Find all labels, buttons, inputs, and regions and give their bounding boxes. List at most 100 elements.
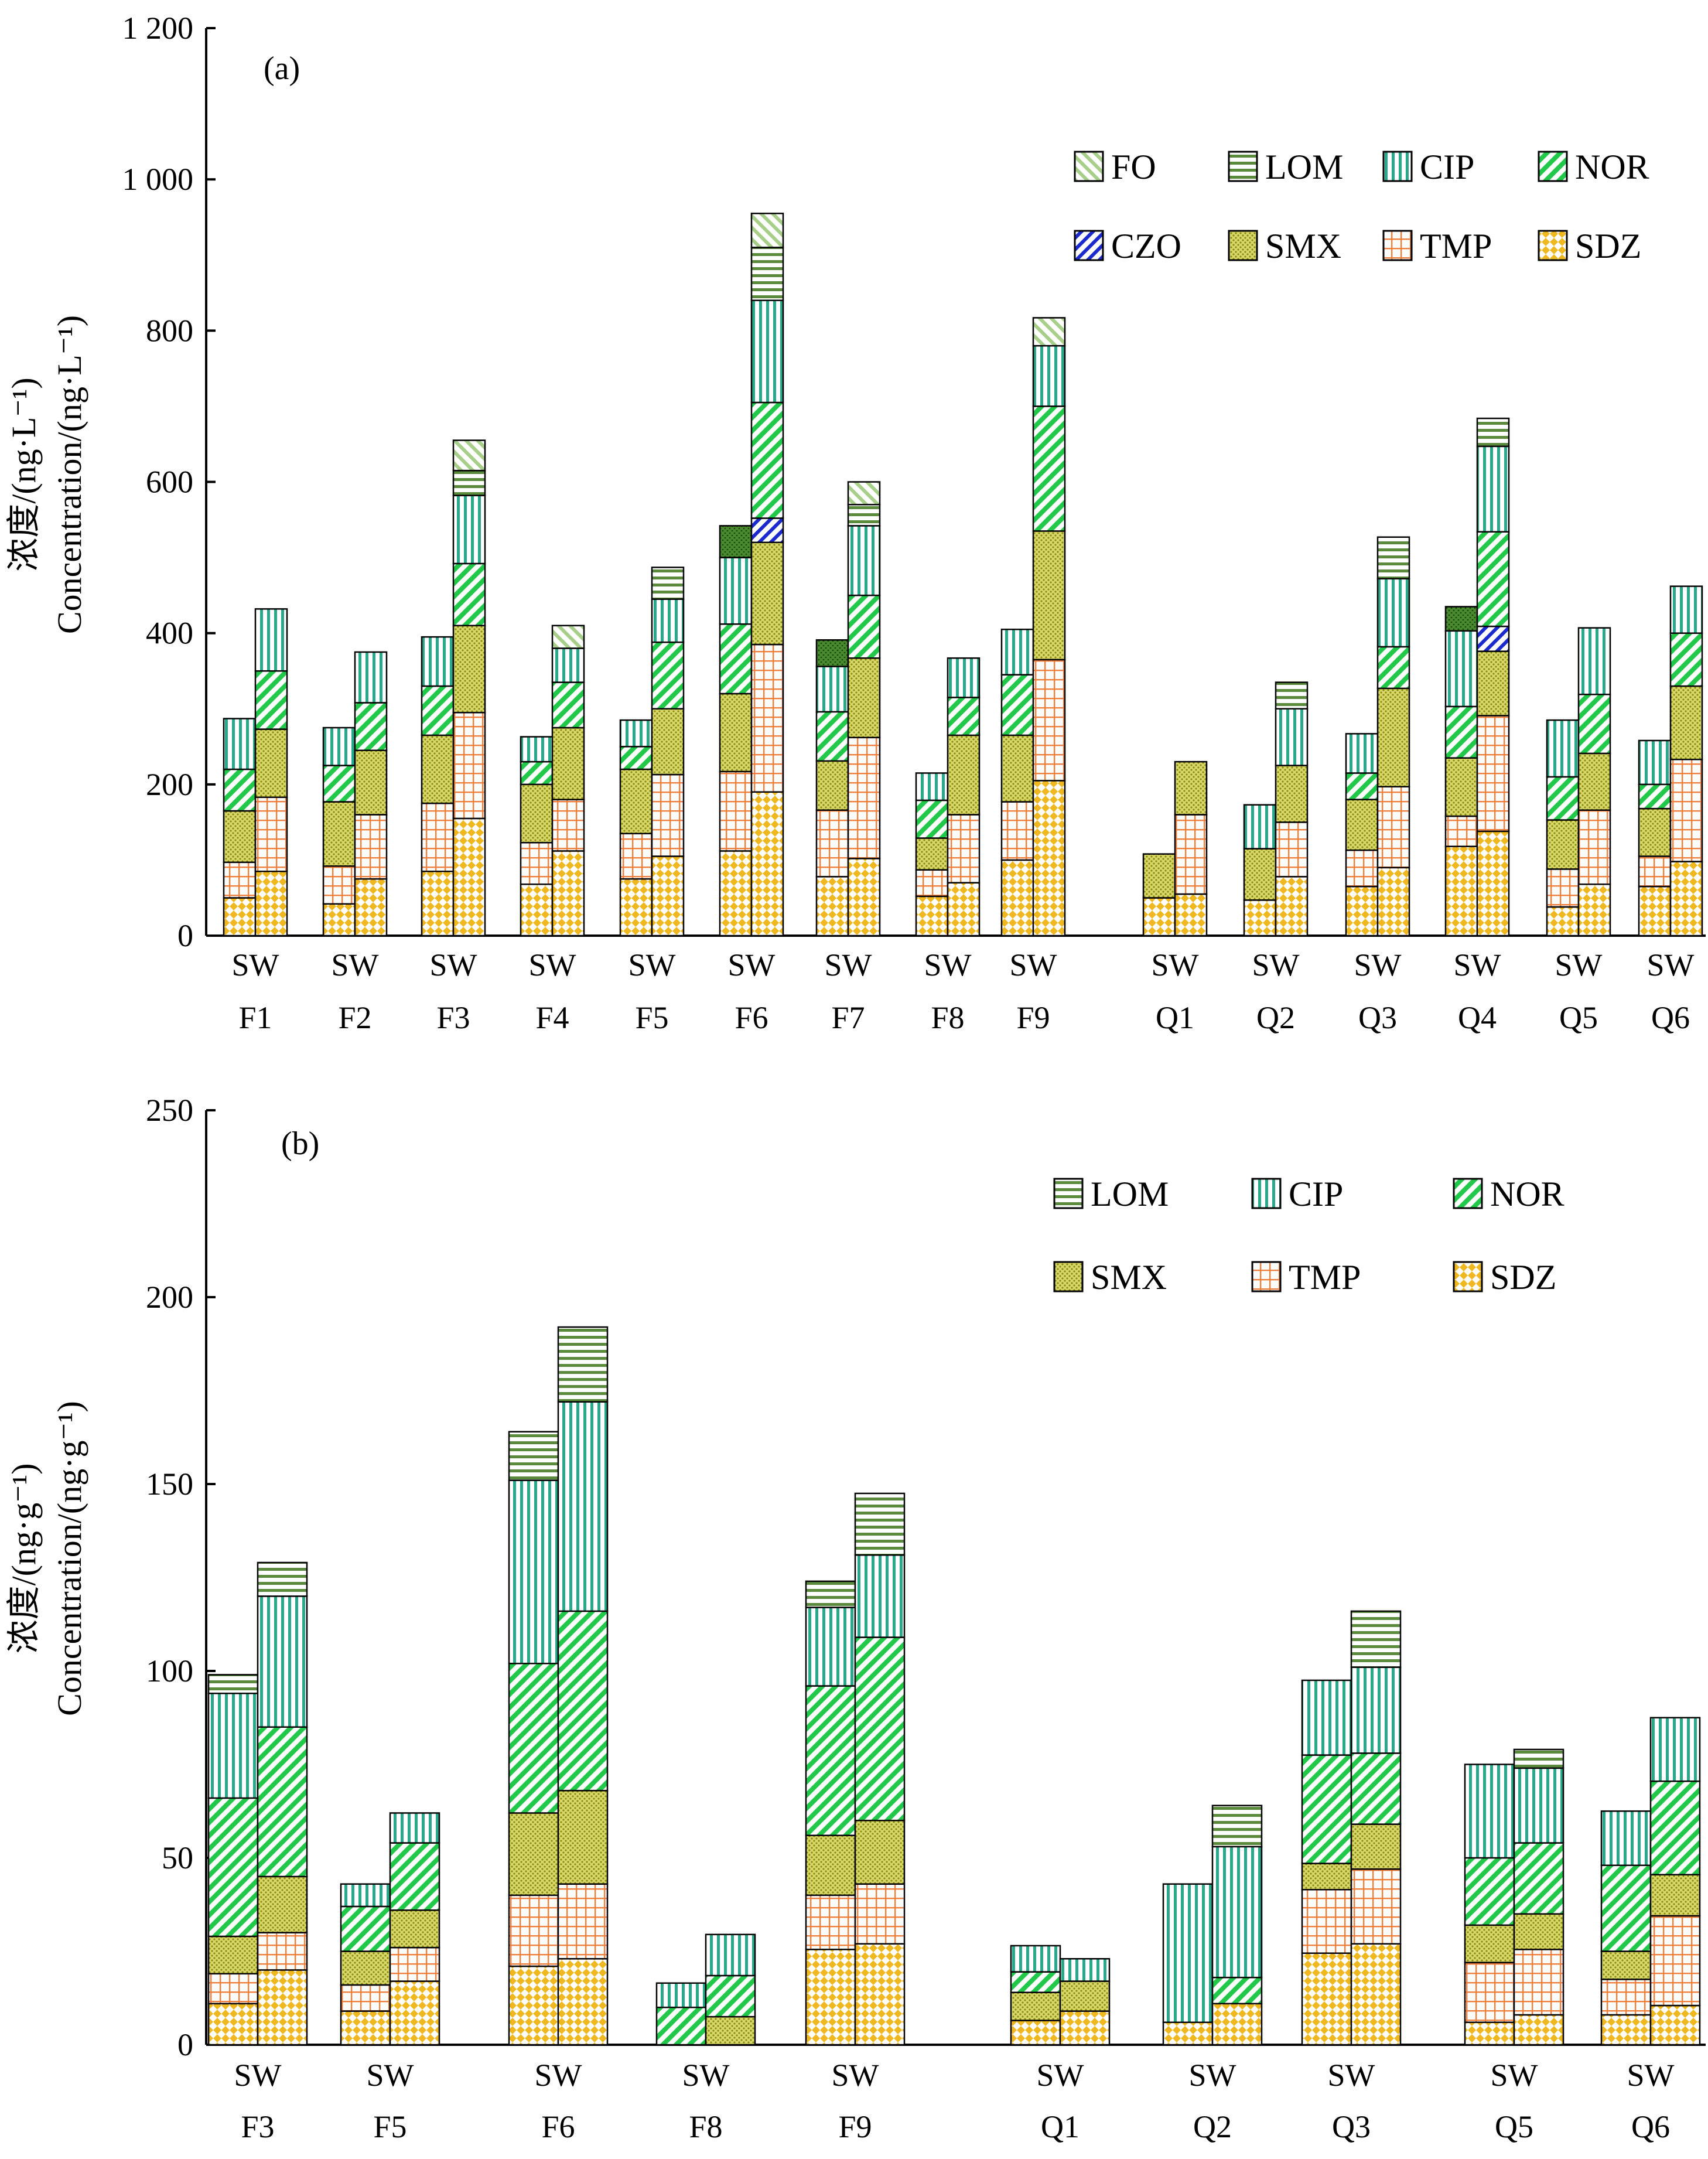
- bar-segment-fo: [1032, 317, 1066, 347]
- bar-segment-tmp: [223, 861, 257, 899]
- bar-segment-cip: [915, 772, 949, 801]
- bar-segment-nor: [1444, 705, 1478, 759]
- x-tick-label-line2: Q5: [1495, 2109, 1533, 2144]
- legend-swatch-czo: [1074, 230, 1104, 261]
- legend-swatch-smx: [1228, 230, 1258, 261]
- bars-a: [223, 213, 1703, 937]
- bar-segment-smx: [354, 749, 388, 816]
- bar-segment-cip: [1275, 708, 1309, 766]
- bar-segment-cip: [1301, 1679, 1352, 1756]
- x-tick-label-line2: Q3: [1358, 1000, 1397, 1035]
- bar-segment-nor: [915, 799, 949, 839]
- legend-label-nor: NOR: [1575, 148, 1649, 186]
- bar-segment-nor: [421, 685, 455, 736]
- x-tick-label-line2: F3: [241, 2109, 274, 2144]
- bar-segment-cip: [705, 1933, 756, 1977]
- bar-segment-cip: [1000, 628, 1034, 676]
- x-tick-label-line1: SW: [535, 2058, 582, 2093]
- legend-swatch-tmp: [1382, 230, 1413, 261]
- bar-segment-cip: [452, 494, 486, 565]
- panel-b: (b) 浓度/(ng·g⁻¹) Concentration/(ng·g⁻¹) 0…: [5, 1093, 1706, 2144]
- y-tick-label-a: 600: [146, 465, 193, 500]
- bar-segment-nor: [1301, 1754, 1352, 1864]
- bar-segment-nor: [322, 765, 356, 803]
- bar-segment-sdz: [1032, 780, 1066, 937]
- bar-segment-smx: [1350, 1823, 1402, 1870]
- bar-segment-cip: [1376, 578, 1410, 648]
- x-tick-label-line1: SW: [1354, 947, 1402, 983]
- bar-segment-cip: [655, 1982, 707, 2008]
- bar-segment-sdz: [719, 850, 753, 937]
- bar-segment-smx: [340, 1950, 391, 1986]
- bar-segment-cip: [805, 1607, 856, 1687]
- bar-segment-fo: [750, 213, 784, 248]
- bar-segment-cip: [1476, 445, 1510, 533]
- bar-segment-smx: [1010, 1991, 1061, 2021]
- bar-segment-cip: [854, 1554, 906, 1638]
- panel-a: (a) 浓度/(ng·L⁻¹) Concentration/(ng·L⁻¹) 0…: [5, 11, 1706, 1035]
- bar-segment-nor: [1345, 772, 1379, 800]
- bar-segment-nor: [1546, 776, 1580, 821]
- bar-segment-cip: [1350, 1666, 1402, 1754]
- bar-segment-tmp: [651, 773, 685, 857]
- x-tick-label-line1: SW: [1252, 947, 1300, 983]
- bar-segment-smx: [805, 1834, 856, 1897]
- bar-segment-smx: [1600, 1950, 1652, 1980]
- bar-segment-cip: [421, 636, 455, 687]
- x-tick-label-line2: F2: [338, 1000, 371, 1035]
- bar-segment-cip: [1211, 1846, 1263, 1979]
- bar-segment-sdz: [1000, 859, 1034, 937]
- bar-segment-extra: [815, 639, 849, 667]
- bar-segment-tmp: [322, 865, 356, 905]
- x-tick-label-line2: F6: [541, 2109, 575, 2144]
- bar-segment-lom: [805, 1580, 856, 1608]
- bar-segment-cip: [719, 557, 753, 625]
- bar-segment-sdz: [520, 883, 554, 937]
- x-tick-label-line2: F5: [635, 1000, 668, 1035]
- bar-segment-sdz: [551, 850, 585, 937]
- bar-segment-tmp: [340, 1984, 391, 2012]
- x-tick-label-line1: SW: [832, 2058, 879, 2093]
- bar-segment-sdz: [1059, 2010, 1111, 2046]
- bar-segment-smx: [619, 768, 653, 834]
- bar-segment-sdz: [257, 1969, 308, 2046]
- y-tick-label-a: 400: [146, 616, 193, 651]
- bar-segment-cip: [551, 647, 585, 683]
- bar-segment-sdz: [354, 878, 388, 937]
- y-axis-label-b-en: Concentration/(ng·g⁻¹): [50, 1401, 88, 1716]
- bar-segment-lom: [452, 469, 486, 496]
- panel-label-a: (a): [264, 50, 300, 87]
- x-tick-label-line1: SW: [1037, 2058, 1084, 2093]
- bar-segment-cip: [1032, 345, 1066, 407]
- bar-segment-tmp: [854, 1883, 906, 1945]
- x-tick-label-line1: SW: [234, 2058, 282, 2093]
- bar-segment-tmp: [389, 1946, 440, 1982]
- bar-segment-nor: [947, 697, 981, 736]
- x-tick-label-line1: SW: [529, 947, 576, 983]
- bar-segment-nor: [508, 1662, 559, 1814]
- bar-segment-smx: [719, 693, 753, 773]
- bar-segment-smx: [1000, 734, 1034, 803]
- bar-segment-smx: [1546, 819, 1580, 870]
- bar-segment-nor: [854, 1636, 906, 1822]
- x-tick-label-line1: SW: [682, 2058, 730, 2093]
- bar-segment-smx: [1059, 1980, 1111, 2012]
- bar-segment-tmp: [847, 736, 881, 859]
- bar-segment-nor: [1600, 1864, 1652, 1952]
- bar-segment-lom: [847, 503, 881, 527]
- x-tick-label-line2: Q6: [1631, 2109, 1670, 2144]
- bar-segment-tmp: [1376, 786, 1410, 869]
- bar-segment-sdz: [254, 871, 288, 937]
- x-tick-label-line2: Q2: [1256, 1000, 1295, 1035]
- x-tick-label-line2: Q5: [1559, 1000, 1598, 1035]
- bar-segment-tmp: [815, 809, 849, 878]
- bar-segment-tmp: [1476, 715, 1510, 833]
- bar-segment-extra: [719, 525, 753, 558]
- x-tick-label-line2: F4: [535, 1000, 569, 1035]
- bar-segment-nor: [1649, 1780, 1701, 1875]
- legend-swatch-tmp: [1251, 1261, 1282, 1292]
- bar-segment-czo: [750, 517, 784, 544]
- bar-segment-lom: [257, 1561, 308, 1597]
- panel-label-b: (b): [281, 1125, 319, 1162]
- bar-segment-smx: [1243, 848, 1277, 901]
